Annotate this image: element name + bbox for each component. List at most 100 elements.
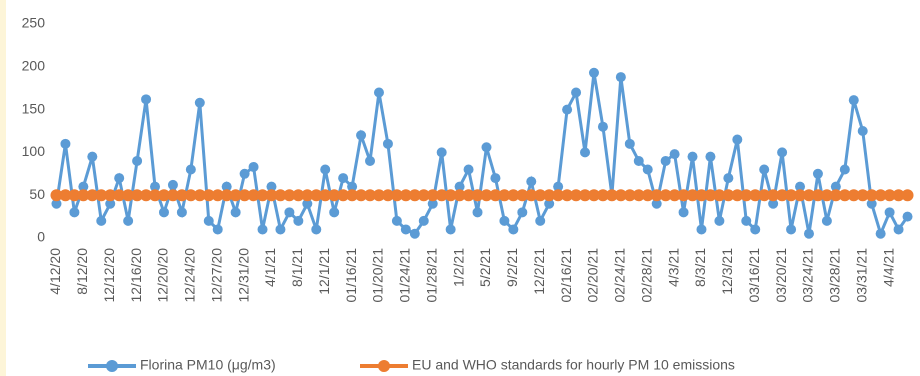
data-point bbox=[239, 168, 250, 179]
data-point bbox=[498, 189, 511, 202]
x-tick-label: 03/16/21 bbox=[746, 248, 762, 303]
data-point bbox=[472, 207, 483, 218]
data-point bbox=[184, 189, 197, 202]
data-point bbox=[418, 215, 429, 226]
data-point bbox=[87, 151, 98, 162]
data-point bbox=[381, 189, 394, 202]
data-point bbox=[365, 155, 376, 166]
data-point bbox=[68, 189, 81, 202]
data-point bbox=[777, 147, 788, 158]
data-point bbox=[86, 189, 99, 202]
data-point bbox=[812, 168, 823, 179]
data-point bbox=[749, 189, 762, 202]
data-point bbox=[158, 207, 169, 218]
data-point bbox=[355, 189, 368, 202]
data-point bbox=[508, 224, 519, 235]
data-point bbox=[705, 151, 716, 162]
data-point bbox=[175, 189, 188, 202]
data-point bbox=[759, 164, 770, 175]
data-point bbox=[571, 87, 582, 98]
x-tick-label: 01/24/21 bbox=[397, 248, 413, 303]
x-tick-label: 12/1/21 bbox=[316, 248, 332, 295]
data-point bbox=[830, 181, 841, 192]
data-point bbox=[723, 173, 734, 184]
data-point bbox=[490, 173, 501, 184]
data-point bbox=[562, 104, 573, 115]
data-point bbox=[329, 207, 340, 218]
x-tick-label: 4/12/20 bbox=[47, 248, 63, 295]
data-point bbox=[883, 189, 896, 202]
x-tick-label: 12/16/20 bbox=[128, 248, 144, 303]
data-point bbox=[346, 189, 359, 202]
x-tick-label: 8/1/21 bbox=[289, 248, 305, 287]
data-point bbox=[642, 164, 653, 175]
data-point bbox=[786, 224, 797, 235]
data-point bbox=[408, 189, 421, 202]
data-point bbox=[166, 189, 179, 202]
data-point bbox=[677, 189, 690, 202]
data-point bbox=[229, 189, 242, 202]
data-point bbox=[794, 189, 807, 202]
x-tick-label: 01/20/21 bbox=[370, 248, 386, 303]
data-point bbox=[489, 189, 502, 202]
data-point bbox=[51, 198, 62, 209]
data-point bbox=[140, 189, 153, 202]
data-point bbox=[614, 189, 627, 202]
data-point bbox=[131, 189, 144, 202]
data-point bbox=[516, 189, 529, 202]
data-point bbox=[356, 130, 367, 141]
data-point bbox=[257, 224, 268, 235]
data-point bbox=[293, 215, 304, 226]
x-tick-label: 5/2/21 bbox=[477, 248, 493, 287]
data-point bbox=[417, 189, 430, 202]
y-tick-label: 0 bbox=[37, 229, 45, 245]
data-point bbox=[193, 189, 206, 202]
data-point bbox=[732, 134, 743, 145]
data-point bbox=[875, 228, 886, 239]
data-point bbox=[552, 189, 565, 202]
x-tick-label: 4/3/21 bbox=[665, 248, 681, 287]
data-point bbox=[785, 189, 798, 202]
data-point bbox=[526, 176, 537, 187]
data-point bbox=[866, 198, 877, 209]
series-line bbox=[54, 72, 909, 239]
data-point bbox=[113, 189, 126, 202]
x-tick-label: 01/28/21 bbox=[423, 248, 439, 303]
data-point bbox=[687, 151, 698, 162]
data-point bbox=[534, 189, 547, 202]
data-point bbox=[507, 189, 520, 202]
data-point bbox=[633, 155, 644, 166]
data-point bbox=[462, 189, 475, 202]
data-point bbox=[275, 224, 286, 235]
data-point bbox=[596, 189, 609, 202]
data-point bbox=[141, 94, 152, 105]
data-point bbox=[382, 138, 393, 149]
data-point bbox=[902, 211, 913, 222]
data-point bbox=[221, 181, 232, 192]
data-point bbox=[767, 189, 780, 202]
data-point bbox=[722, 189, 735, 202]
data-point bbox=[266, 181, 277, 192]
data-point bbox=[660, 155, 671, 166]
data-point bbox=[768, 198, 779, 209]
data-point bbox=[435, 189, 448, 202]
x-tick-label: 02/24/21 bbox=[612, 248, 628, 303]
data-point bbox=[668, 189, 681, 202]
data-point bbox=[167, 179, 178, 190]
data-point bbox=[176, 207, 187, 218]
data-point bbox=[615, 72, 626, 83]
x-tick-label: 03/24/21 bbox=[800, 248, 816, 303]
data-point bbox=[884, 207, 895, 218]
data-point bbox=[704, 189, 717, 202]
data-point bbox=[517, 207, 528, 218]
data-point bbox=[400, 224, 411, 235]
data-point bbox=[605, 189, 618, 202]
data-point bbox=[579, 189, 592, 202]
data-point bbox=[481, 142, 492, 153]
data-point bbox=[848, 95, 859, 106]
data-point bbox=[328, 189, 341, 202]
data-point bbox=[444, 189, 457, 202]
data-point bbox=[194, 97, 205, 108]
data-point bbox=[659, 189, 672, 202]
